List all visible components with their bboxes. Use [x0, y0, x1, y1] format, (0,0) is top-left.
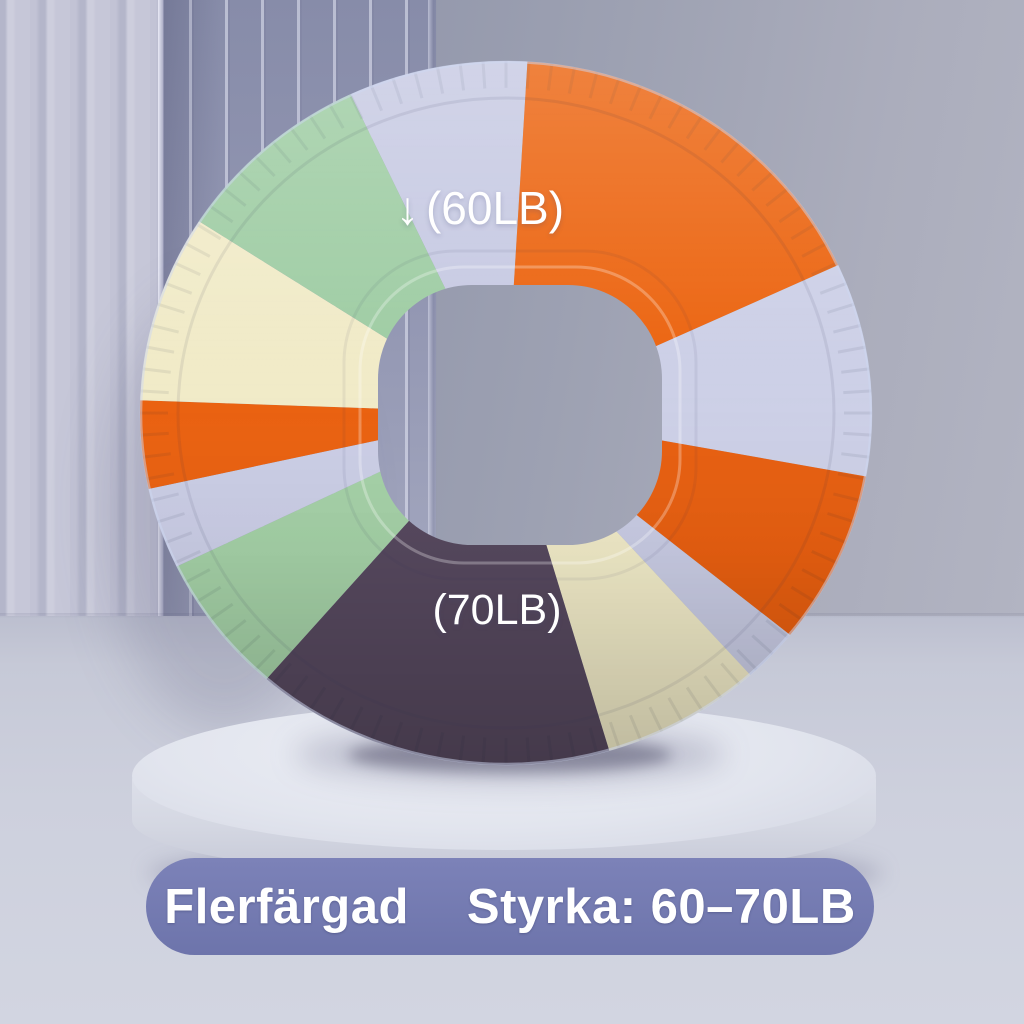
grip-ring — [136, 57, 876, 769]
banner-color-label: Flerfärgad — [164, 879, 409, 934]
info-banner: Flerfärgad Styrka: 60–70LB — [146, 858, 874, 955]
ring-label-70lb: (70LB) — [347, 586, 647, 634]
ring-shading — [136, 57, 876, 769]
ring-molded-details — [136, 57, 876, 769]
ring-label-70lb-text: (70LB) — [432, 585, 562, 634]
hole-rim-highlight — [378, 285, 662, 545]
ring-outer-rim-light — [139, 60, 873, 766]
down-arrow-icon: ↓ — [395, 182, 419, 234]
ring-label-60lb: ↓ (60LB) — [330, 182, 630, 234]
inner-band-ridge-dark — [342, 249, 698, 581]
inner-band-ridge-light — [358, 265, 682, 565]
outer-band-ridge — [176, 96, 836, 730]
ring-label-60lb-text: (60LB) — [425, 182, 565, 234]
banner-strength-label: Styrka: 60–70LB — [466, 879, 856, 934]
